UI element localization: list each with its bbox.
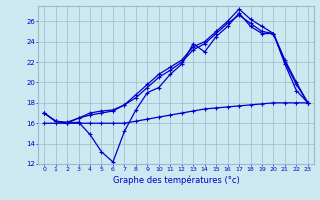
- X-axis label: Graphe des températures (°c): Graphe des températures (°c): [113, 175, 239, 185]
